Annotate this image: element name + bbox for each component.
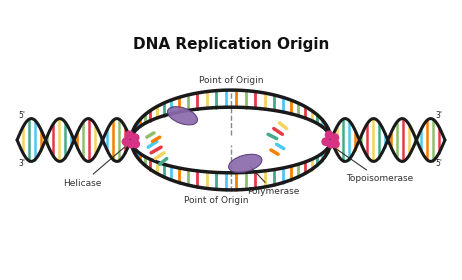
Circle shape [132,140,140,148]
Text: 3': 3' [18,159,25,168]
Circle shape [322,138,329,145]
Text: Point of Origin: Point of Origin [184,197,249,206]
Title: DNA Replication Origin: DNA Replication Origin [133,37,329,52]
Circle shape [327,140,334,148]
Ellipse shape [229,154,262,172]
Circle shape [126,131,133,139]
Text: Polymerase: Polymerase [248,166,300,196]
Text: Topoisomerase: Topoisomerase [333,147,413,183]
Circle shape [131,134,139,141]
Text: 3': 3' [435,111,442,120]
Circle shape [325,131,333,139]
Circle shape [122,138,130,145]
Circle shape [332,140,339,148]
Circle shape [331,134,339,141]
Circle shape [128,140,135,148]
Text: Helicase: Helicase [63,147,125,188]
Text: 5': 5' [18,111,25,120]
Text: Point of Origin: Point of Origin [199,76,263,85]
Text: 5': 5' [435,159,442,168]
Ellipse shape [168,107,197,125]
